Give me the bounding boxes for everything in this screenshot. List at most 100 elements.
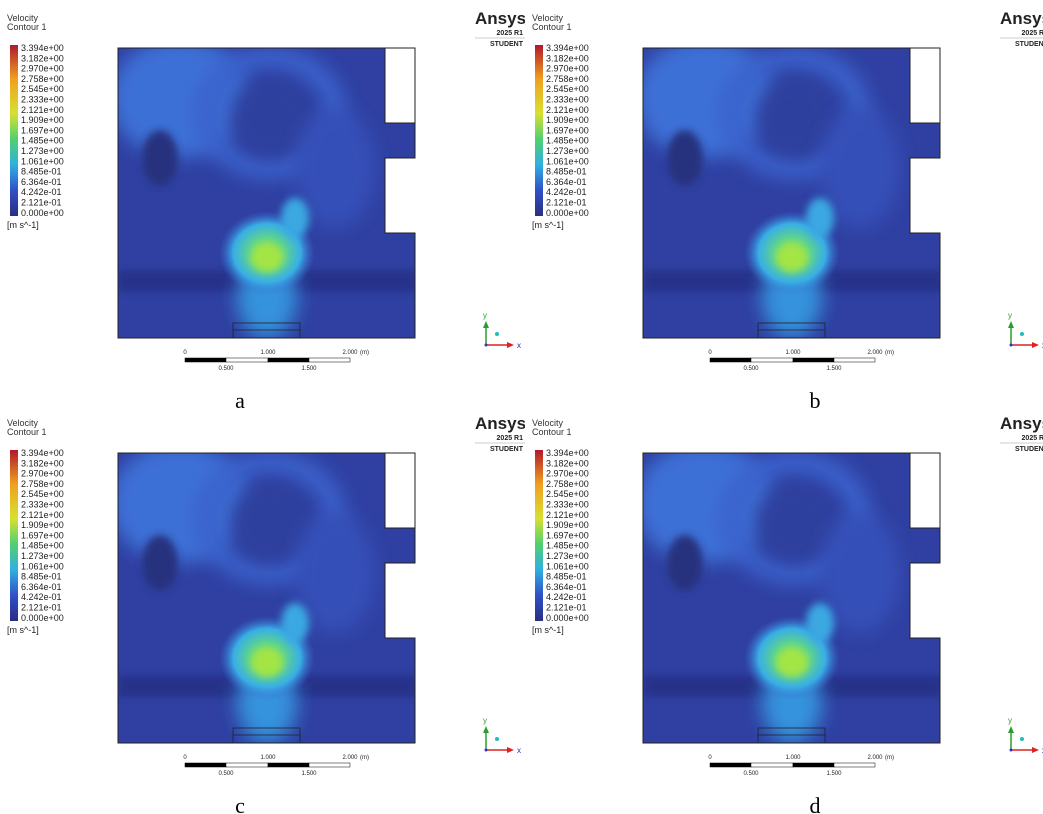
legend-label: 1.697e+00: [546, 125, 589, 135]
legend-label: 2.545e+00: [546, 84, 589, 94]
legend-label: 1.273e+00: [21, 551, 64, 561]
scale-segment: [834, 763, 875, 767]
axis-y-label: y: [1008, 311, 1012, 320]
legend-label: 2.333e+00: [546, 500, 589, 510]
scale-label: 1.000: [785, 350, 801, 356]
legend-unit: [m s^-1]: [7, 625, 39, 635]
legend-subtitle: Contour 1: [532, 427, 572, 437]
legend-label: 3.394e+00: [21, 43, 64, 53]
legend-label: 6.364e-01: [21, 177, 62, 187]
legend-label: 1.485e+00: [546, 541, 589, 551]
logo-release: 2025 R1: [497, 435, 524, 442]
axis-origin: [1010, 344, 1013, 347]
legend-label: 2.545e+00: [21, 84, 64, 94]
scale-unit: (m): [360, 755, 369, 761]
legend-unit: [m s^-1]: [532, 220, 564, 230]
logo-edition: STUDENT: [490, 41, 524, 48]
legend-label: 2.121e-01: [21, 603, 62, 613]
legend-label: 4.242e-01: [546, 187, 587, 197]
legend-label: 4.242e-01: [546, 592, 587, 602]
legend-label: 2.121e+00: [21, 510, 64, 520]
axis-z: [1020, 737, 1024, 741]
legend-label: 2.121e+00: [546, 510, 589, 520]
legend-label: 0.000e+00: [546, 613, 589, 623]
axis-y-label: y: [483, 311, 487, 320]
color-bar: [10, 450, 18, 621]
scale-unit: (m): [885, 350, 894, 356]
scale-segment: [793, 763, 834, 767]
axis-z: [495, 737, 499, 741]
logo: Ansys: [475, 414, 526, 433]
scale-segment: [268, 358, 309, 362]
legend-label: 1.273e+00: [21, 146, 64, 156]
legend-unit: [m s^-1]: [532, 625, 564, 635]
legend-label: 2.970e+00: [546, 469, 589, 479]
legend-label: 1.061e+00: [21, 561, 64, 571]
axis-origin: [1010, 749, 1013, 752]
legend-label: 1.061e+00: [546, 561, 589, 571]
legend-label: 2.758e+00: [546, 479, 589, 489]
panel-caption: b: [810, 388, 821, 413]
contour-plot: [635, 38, 943, 338]
scale-segment: [834, 358, 875, 362]
legend-label: 4.242e-01: [21, 592, 62, 602]
legend-label: 8.485e-01: [21, 167, 62, 177]
scale-label: 2.000: [342, 755, 358, 761]
scale-label: 2.000: [867, 755, 883, 761]
scale-label: 2.000: [867, 350, 883, 356]
logo-edition: STUDENT: [1015, 446, 1043, 453]
legend-label: 1.485e+00: [546, 136, 589, 146]
scale-segment: [185, 358, 226, 362]
logo-release: 2025 R1: [1022, 30, 1043, 37]
legend-subtitle: Contour 1: [7, 427, 47, 437]
logo-edition: STUDENT: [1015, 41, 1043, 48]
legend-label: 6.364e-01: [546, 177, 587, 187]
scale-label: 1.000: [260, 350, 276, 356]
legend-label: 2.333e+00: [21, 95, 64, 105]
scale-label: 1.500: [301, 366, 317, 372]
axis-origin: [485, 749, 488, 752]
legend-label: 2.758e+00: [21, 74, 64, 84]
scale-segment: [226, 763, 268, 767]
figure: VelocityContour 13.394e+003.182e+002.970…: [0, 0, 1043, 814]
legend-label: 2.121e+00: [21, 105, 64, 115]
legend-label: 1.697e+00: [546, 530, 589, 540]
color-bar: [10, 45, 18, 216]
scale-segment: [268, 763, 309, 767]
contour-plot: [110, 443, 418, 743]
legend-label: 2.121e+00: [546, 105, 589, 115]
legend-label: 2.121e-01: [546, 603, 587, 613]
legend-label: 3.182e+00: [21, 53, 64, 63]
logo: Ansys: [475, 9, 526, 28]
scale-segment: [226, 358, 268, 362]
legend-label: 2.545e+00: [21, 489, 64, 499]
legend-label: 3.394e+00: [21, 448, 64, 458]
panel-caption: c: [235, 793, 245, 814]
legend-label: 8.485e-01: [21, 572, 62, 582]
scale-label: 1.000: [260, 755, 276, 761]
legend-label: 3.182e+00: [21, 458, 64, 468]
legend-label: 2.970e+00: [546, 64, 589, 74]
scale-label: 1.500: [301, 771, 317, 777]
legend-label: 2.545e+00: [546, 489, 589, 499]
scale-label: 1.500: [826, 771, 842, 777]
scale-unit: (m): [885, 755, 894, 761]
legend-label: 2.970e+00: [21, 64, 64, 74]
legend-label: 1.697e+00: [21, 530, 64, 540]
scale-label: 0.500: [218, 771, 234, 777]
axis-x-label: x: [517, 341, 521, 350]
scale-segment: [710, 358, 751, 362]
contour-plot: [110, 38, 418, 338]
legend-label: 2.121e-01: [546, 198, 587, 208]
scale-segment: [793, 358, 834, 362]
scale-label: 0.500: [743, 366, 759, 372]
legend-label: 0.000e+00: [21, 208, 64, 218]
viewport: VelocityContour 13.394e+003.182e+002.970…: [530, 8, 1043, 385]
scale-segment: [185, 763, 226, 767]
panel-caption: a: [235, 388, 245, 413]
legend-label: 6.364e-01: [546, 582, 587, 592]
legend-label: 2.333e+00: [546, 95, 589, 105]
legend-label: 1.485e+00: [21, 136, 64, 146]
scale-segment: [710, 763, 751, 767]
axis-x-label: x: [517, 746, 521, 755]
